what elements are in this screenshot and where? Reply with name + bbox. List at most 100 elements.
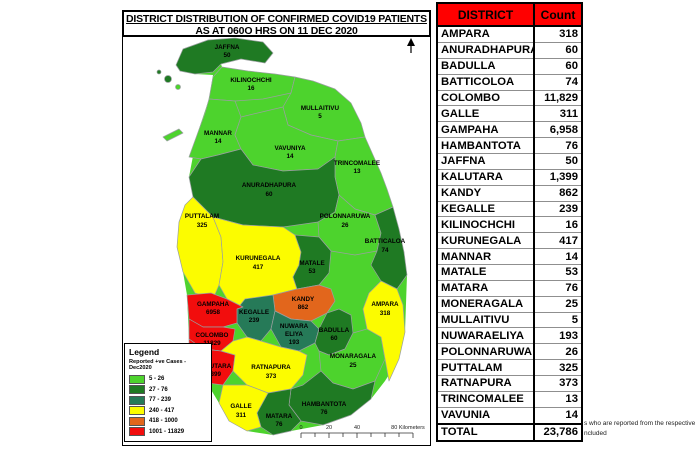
legend-item: 27 - 76 <box>129 385 207 396</box>
table-row: NUWARAELIYA 193 <box>436 327 583 344</box>
sri-lanka-map: JAFFNA 50 KILINOCHCHI 16 MULLAITIVU 5 MA… <box>156 37 425 438</box>
district-cell: VAVUNIA <box>436 406 535 424</box>
scale-tick-80: 80 Kilometers <box>391 425 425 431</box>
count-cell: 14 <box>533 248 583 265</box>
map-value-matale: 53 <box>308 268 316 275</box>
map-value-gampaha: 6958 <box>206 309 221 316</box>
footnote: s who are reported from the respective n… <box>584 419 700 440</box>
map-label-hambantota: HAMBANTOTA <box>302 401 347 408</box>
count-cell: 60 <box>533 41 583 59</box>
legend-swatch <box>129 385 145 395</box>
table-row: KILINOCHCHI 16 <box>436 216 583 233</box>
map-value-kurunegala: 417 <box>253 264 264 271</box>
table-row: RATNAPURA 373 <box>436 375 583 392</box>
count-cell: 325 <box>533 359 583 376</box>
district-cell: KALUTARA <box>436 168 535 186</box>
map-value-trincomalee: 13 <box>353 168 361 175</box>
map-value-kilinochchi: 16 <box>247 85 255 92</box>
map-label-jaffna: JAFFNA <box>215 44 240 51</box>
scale-bar <box>300 432 414 438</box>
scale-tick-0: 0 <box>299 425 302 431</box>
district-cell: KEGALLE <box>436 200 535 217</box>
legend-swatch <box>129 374 145 384</box>
count-cell: 5 <box>533 311 583 328</box>
district-cell: BATTICOLOA <box>436 73 535 91</box>
district-cell: MANNAR <box>436 248 535 265</box>
district-kilinochchi <box>208 66 296 102</box>
map-label-nuwara-eliya-2: ELIYA <box>285 331 303 338</box>
legend-label: 77 - 239 <box>149 397 172 404</box>
count-cell: 1,399 <box>533 168 583 186</box>
map-value-kandy: 862 <box>298 304 309 311</box>
table-row: KURUNEGALA 417 <box>436 232 583 249</box>
district-galle <box>218 384 269 432</box>
map-label-galle: GALLE <box>230 403 251 410</box>
table-header-row: DISTRICT Count <box>436 2 583 27</box>
map-value-ampara: 318 <box>380 310 391 317</box>
table-row: MONERAGALA 25 <box>436 295 583 313</box>
map-label-colombo: COLOMBO <box>196 332 229 339</box>
table-row: JAFFNA 50 <box>436 152 583 170</box>
table-row: MATARA 76 <box>436 279 583 297</box>
count-cell: 311 <box>533 105 583 122</box>
map-label-kilinochchi: KILINOCHCHI <box>230 77 272 84</box>
district-cell: AMPARA <box>436 25 535 43</box>
legend-swatch <box>129 427 145 437</box>
table-row: BATTICOLOA 74 <box>436 73 583 91</box>
table-row: KALUTARA 1,399 <box>436 168 583 186</box>
count-cell: 53 <box>533 264 583 281</box>
district-mannar <box>188 98 242 160</box>
district-count-table: DISTRICT Count AMPARA 318 ANURADHAPURA 60 … <box>436 2 583 443</box>
map-label-mannar: MANNAR <box>204 130 232 137</box>
map-label-matara: MATARA <box>266 413 293 420</box>
map-label-nuwara-eliya-1: NUWARA <box>280 323 309 330</box>
count-cell: 318 <box>533 25 583 43</box>
legend-subtitle: Reported +ve Cases - Dec2020 <box>129 359 187 371</box>
map-label-gampaha: GAMPAHA <box>197 301 230 308</box>
map-value-colombo: 11829 <box>203 340 221 347</box>
scale-tick-40: 40 <box>354 425 360 431</box>
district-cell: JAFFNA <box>436 152 535 170</box>
district-ratnapura <box>220 336 308 394</box>
district-cell: POLONNARUWA <box>436 343 535 360</box>
table-row: COLOMBO 11,829 <box>436 89 583 106</box>
map-label-mullaitivu: MULLAITIVU <box>301 105 340 112</box>
table-row: AMPARA 318 <box>436 25 583 43</box>
map-label-trincomalee: TRINCOMALEE <box>334 160 380 167</box>
table-row: POLONNARUWA 26 <box>436 343 583 360</box>
district-matara <box>256 388 302 436</box>
map-value-kalutara: 1399 <box>207 371 222 378</box>
legend-swatch <box>129 395 145 405</box>
map-value-badulla: 60 <box>330 335 338 342</box>
table-row: KEGALLE 239 <box>436 200 583 217</box>
map-label-kandy: KANDY <box>292 296 315 303</box>
count-cell: 76 <box>533 137 583 154</box>
table-row: GAMPAHA 6,958 <box>436 121 583 138</box>
map-value-mannar: 14 <box>214 138 222 145</box>
district-cell: HAMBANTOTA <box>436 137 535 154</box>
legend-label: 27 - 76 <box>149 386 168 393</box>
district-jaffna <box>175 37 274 75</box>
table-row: TRINCOMALEE 13 <box>436 390 583 408</box>
district-cell: PUTTALAM <box>436 359 535 376</box>
map-title-line2: AS AT 060O HRS ON 11 DEC 2020 <box>195 25 358 37</box>
total-value-cell: 23,786 <box>533 422 583 443</box>
legend-item: 5 - 26 <box>129 374 207 385</box>
table-row: MATALE 53 <box>436 264 583 281</box>
legend-item: 77 - 239 <box>129 395 207 406</box>
district-cell: TRINCOMALEE <box>436 390 535 408</box>
map-value-jaffna: 50 <box>223 52 231 59</box>
map-label-matale: MATALE <box>299 260 324 267</box>
map-value-monaragala: 25 <box>349 362 357 369</box>
map-title-line1: DISTRICT DISTRIBUTION OF CONFIRMED COVID… <box>126 13 427 25</box>
map-value-batticaloa: 74 <box>381 247 389 254</box>
table-row: VAVUNIA 14 <box>436 406 583 424</box>
count-cell: 60 <box>533 57 583 75</box>
count-cell: 417 <box>533 232 583 249</box>
district-cell: NUWARAELIYA <box>436 327 535 344</box>
count-cell: 862 <box>533 184 583 202</box>
table-row: KANDY 862 <box>436 184 583 202</box>
table-row: MULLAITIVU 5 <box>436 311 583 328</box>
map-value-nuwara-eliya: 193 <box>289 339 300 346</box>
